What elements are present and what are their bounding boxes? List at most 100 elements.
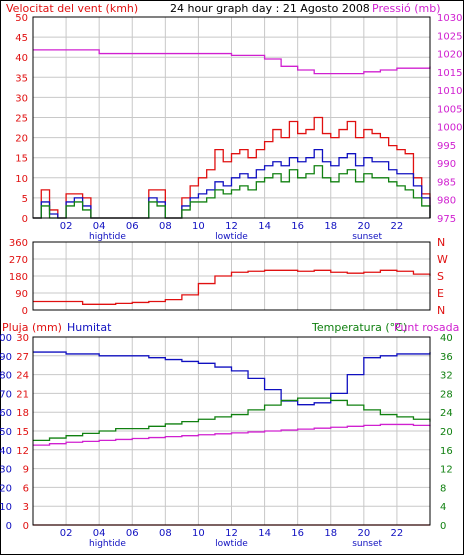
labels-layer: 0510152025303540455097598098599099510001…	[0, 13, 462, 549]
pressure-ytick: 1025	[437, 31, 462, 42]
humidity-ytick: 20	[0, 483, 12, 494]
temperature-ytick: 24	[440, 408, 453, 419]
direction-ytick: 180	[9, 272, 28, 283]
wind-ytick: 20	[15, 134, 28, 145]
climate-panel-xtick: 08	[159, 528, 172, 539]
climate-panel-marker-label: lowtide	[215, 539, 248, 549]
rain-ytick: 21	[16, 389, 29, 400]
temperature-ytick: 12	[440, 465, 453, 476]
temperature-ytick: 8	[440, 483, 446, 494]
rain-ytick: 27	[16, 352, 29, 363]
wind-panel-xtick: 16	[291, 221, 304, 232]
direction-panel-frame	[32, 241, 431, 311]
climate-panel-xtick: 06	[126, 528, 139, 539]
direction-ytick: 360	[9, 238, 28, 249]
rain-ytick: 30	[16, 333, 29, 344]
direction-ytick: 90	[15, 289, 28, 300]
climate-panel-xtick: 22	[391, 528, 404, 539]
pressure-ytick: 1010	[437, 86, 462, 97]
rain-ytick: 6	[23, 483, 29, 494]
temperature-ytick: 16	[440, 446, 453, 457]
legend-humidity: Humitat	[67, 321, 112, 334]
wind-panel-xtick: 12	[225, 221, 238, 232]
climate-panel-xtick: 14	[258, 528, 271, 539]
pressure-ytick: 995	[437, 141, 456, 152]
compass-label: N	[437, 236, 445, 249]
climate-panel-marker-label: sunset	[352, 539, 382, 549]
climate-series-2	[33, 397, 431, 442]
climate-panel-xtick: 12	[225, 528, 238, 539]
wind-panel-xtick: 08	[159, 221, 172, 232]
climate-panel-xtick: 04	[93, 528, 106, 539]
wind-panel-marker-label: hightide	[89, 232, 126, 242]
wind-panel-frame	[32, 16, 431, 219]
wind-panel-xtick: 18	[324, 221, 337, 232]
climate-panel-marker-label: hightide	[89, 539, 126, 549]
climate-series-3	[33, 423, 431, 446]
climate-panel-frame	[32, 336, 431, 526]
pressure-ytick: 1030	[437, 13, 462, 24]
compass-label: E	[437, 287, 444, 300]
frames-layer	[32, 16, 431, 526]
day-title: 24 hour graph day : 21 Agosto 2008	[170, 2, 370, 15]
wind-ytick: 45	[15, 33, 28, 44]
humidity-ytick: 40	[0, 446, 12, 457]
wind-panel-marker-label: lowtide	[215, 232, 248, 242]
direction-ytick: 0	[22, 306, 28, 317]
humidity-ytick: 10	[0, 502, 12, 513]
wind-ytick: 10	[15, 174, 28, 185]
humidity-ytick: 50	[0, 427, 12, 438]
wind-ytick: 15	[15, 154, 28, 165]
compass-label: N	[437, 304, 445, 317]
pressure-ytick: 990	[437, 159, 456, 170]
wind-panel-xtick: 14	[258, 221, 271, 232]
direction-series-0	[33, 269, 431, 305]
humidity-ytick: 0	[6, 521, 12, 532]
pressure-title: Pressió (mb)	[372, 2, 441, 15]
rain-ytick: 18	[16, 408, 29, 419]
wind-panel-xtick: 20	[357, 221, 370, 232]
pressure-ytick: 980	[437, 196, 456, 207]
rain-ytick: 3	[23, 502, 29, 513]
temperature-ytick: 28	[440, 389, 453, 400]
pressure-ytick: 1020	[437, 50, 462, 61]
temperature-ytick: 4	[440, 502, 446, 513]
humidity-ytick: 100	[0, 333, 12, 344]
humidity-ytick: 30	[0, 465, 12, 476]
humidity-ytick: 90	[0, 352, 12, 363]
wind-ytick: 0	[22, 214, 28, 225]
rain-ytick: 12	[16, 446, 29, 457]
rain-ytick: 9	[23, 465, 29, 476]
compass-label: W	[437, 253, 448, 266]
climate-panel-xtick: 18	[324, 528, 337, 539]
climate-panel-xtick: 16	[291, 528, 304, 539]
climate-series-1	[33, 351, 431, 406]
climate-panel-xtick: 10	[192, 528, 205, 539]
wind-title: Velocitat del vent (kmh)	[6, 2, 138, 15]
pressure-ytick: 1015	[437, 68, 462, 79]
legend-rain: Pluja (mm)	[2, 321, 62, 334]
humidity-ytick: 70	[0, 389, 12, 400]
wind-panel-xtick: 04	[93, 221, 106, 232]
wind-panel-xtick: 02	[60, 221, 73, 232]
wind-ytick: 35	[15, 73, 28, 84]
pressure-ytick: 1005	[437, 104, 462, 115]
rain-ytick: 15	[16, 427, 29, 438]
rain-ytick: 24	[16, 371, 29, 382]
humidity-ytick: 80	[0, 371, 12, 382]
temperature-ytick: 36	[440, 352, 453, 363]
direction-ytick: 270	[9, 255, 28, 266]
humidity-ytick: 60	[0, 408, 12, 419]
wind-ytick: 40	[15, 53, 28, 64]
temperature-ytick: 0	[440, 521, 446, 532]
wind-panel-marker-label: sunset	[352, 232, 382, 242]
climate-panel-xtick: 02	[60, 528, 73, 539]
wind-panel-xtick: 06	[126, 221, 139, 232]
wind-ytick: 25	[15, 114, 28, 125]
compass-label: S	[437, 270, 444, 283]
pressure-ytick: 975	[437, 214, 456, 225]
wind-ytick: 30	[15, 93, 28, 104]
wind-panel-xtick: 10	[192, 221, 205, 232]
